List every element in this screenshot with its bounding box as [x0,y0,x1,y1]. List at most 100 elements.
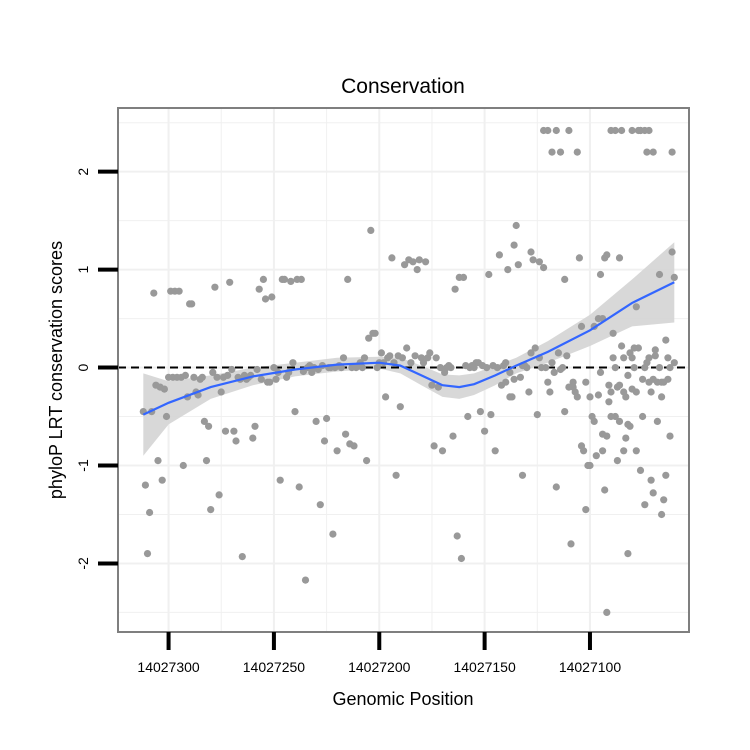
data-point [175,287,183,295]
data-point [238,553,246,561]
data-point [620,447,628,455]
data-point [615,417,624,425]
data-point [504,266,512,274]
data-point [221,427,230,435]
data-point [649,489,657,497]
data-point [453,532,461,540]
data-point [449,432,457,440]
data-point [457,554,465,563]
data-point [224,371,232,379]
data-point [207,506,215,514]
data-point [396,403,404,411]
data-point [226,278,234,286]
data-point [603,608,611,617]
data-point [438,447,447,455]
data-points [139,126,678,617]
data-point [360,354,369,362]
data-point [493,364,501,372]
confidence-band-area [143,242,675,456]
data-point [403,344,411,352]
data-point [344,275,352,283]
data-point [388,254,396,262]
data-point [624,420,632,428]
data-point [295,483,303,491]
data-point [401,261,409,269]
panel-border [117,107,690,633]
data-point [573,148,581,156]
data-point [626,349,634,357]
data-point [624,550,632,558]
data-point [428,381,436,389]
data-point [628,126,636,135]
data-point [590,417,598,425]
y-tick-label: 1 [75,265,91,273]
data-point [609,329,617,337]
data-point [202,457,211,465]
data-point [647,388,655,396]
data-point [476,408,484,416]
data-point [320,437,329,445]
data-point [624,371,632,379]
data-point [554,349,563,357]
data-point [422,258,430,266]
data-point [485,270,493,279]
data-point [662,336,670,344]
data-point [143,550,152,558]
data-point [481,427,489,435]
data-point [546,388,554,396]
data-point [535,258,544,266]
data-point [527,248,535,256]
data-point [512,221,520,230]
data-point [563,352,571,360]
data-point [266,378,274,386]
data-point [382,393,390,401]
data-point [447,364,455,372]
data-point [620,388,628,396]
data-point [580,447,588,455]
data-point [150,289,158,297]
data-point [670,273,678,281]
data-point [261,295,270,303]
data-point [190,373,198,381]
data-point [365,334,373,342]
data-point [255,285,263,293]
data-point [586,461,594,470]
data-point [392,471,400,479]
data-point [641,501,649,509]
data-point [518,471,527,479]
data-point [569,383,577,391]
data-point [200,417,208,425]
data-point [495,251,503,259]
data-point [426,349,434,357]
data-point [630,344,638,352]
data-point [649,148,657,156]
data-point [548,148,556,156]
data-point [487,411,495,419]
data-point [611,126,619,135]
data-point [215,491,223,499]
data-point [154,457,162,465]
data-point [432,354,440,362]
data-point [287,277,295,285]
data-point [506,368,514,376]
data-point [527,349,535,357]
data-point [350,442,358,450]
data-point [609,354,617,362]
data-point [613,457,622,465]
data-point [567,540,575,548]
data-point [323,414,331,423]
data-point [502,359,510,367]
y-axis: -2 -1 0 1 2 [75,168,118,570]
y-tick-label: 0 [75,363,91,371]
data-point [533,411,541,419]
data-point [618,342,626,350]
data-point [230,427,238,435]
data-point [641,364,649,372]
data-point [268,293,276,301]
data-point [337,364,345,372]
data-point [618,126,626,135]
data-point [639,412,647,421]
data-point [559,364,567,372]
data-point [577,322,586,330]
data-point [653,417,662,425]
